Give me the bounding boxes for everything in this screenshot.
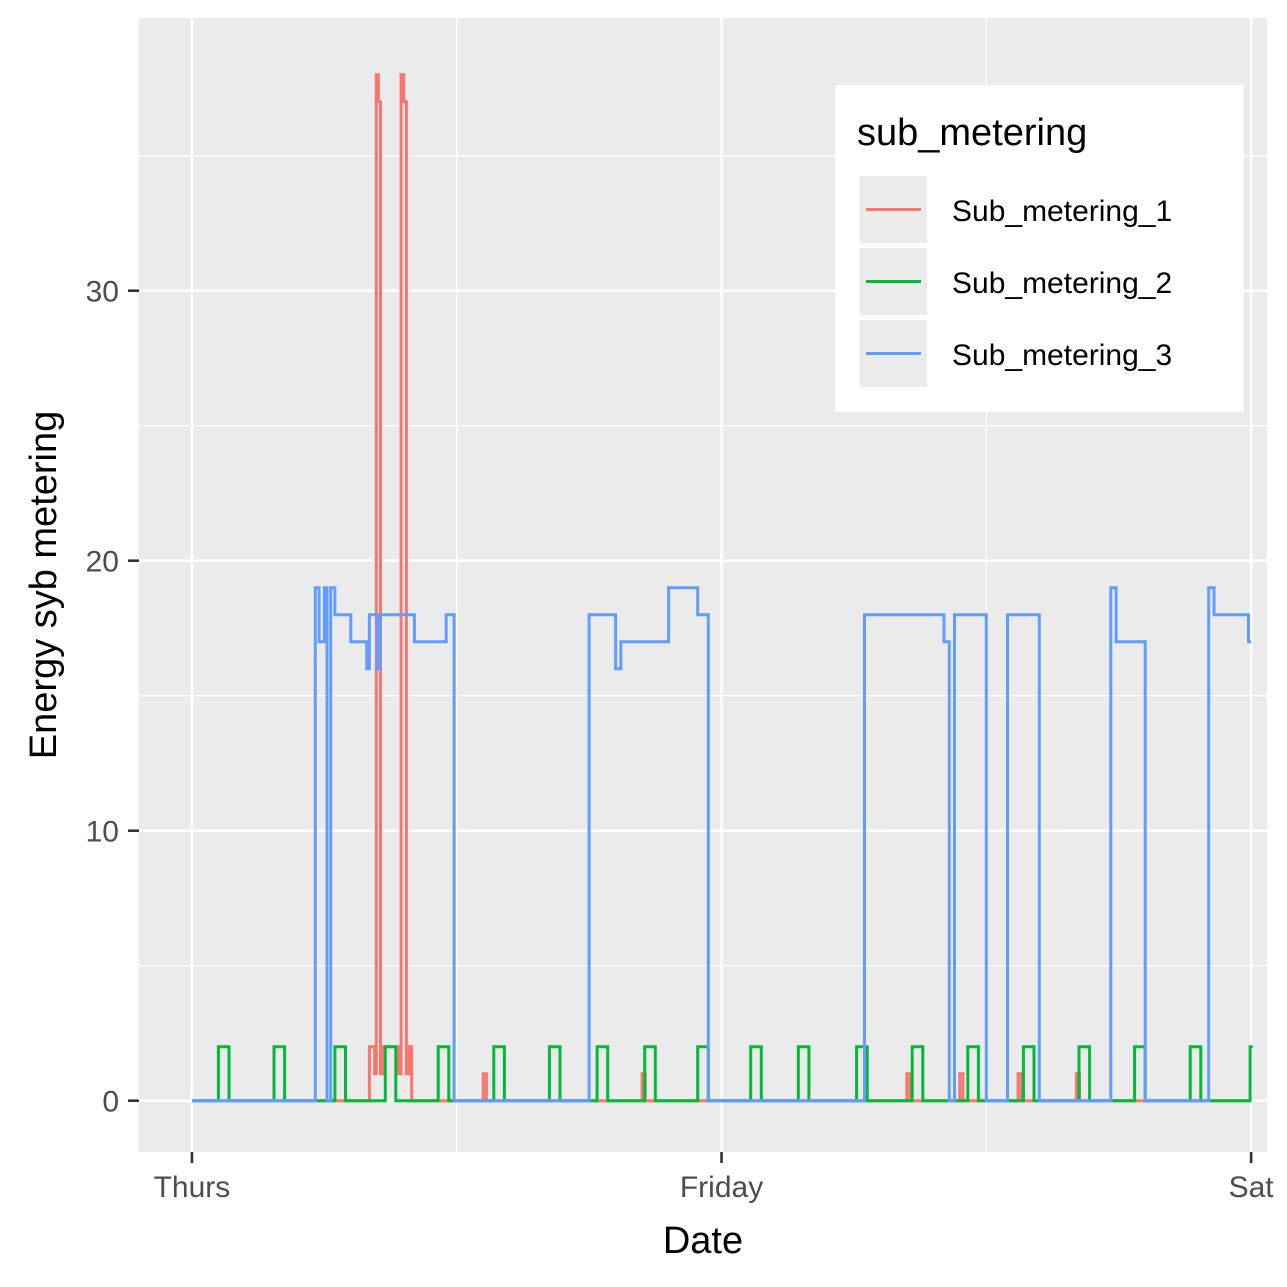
series-layer: [192, 73, 1253, 1103]
legend-label: Sub_metering_1: [952, 195, 1172, 228]
x-tick-label: Thurs: [154, 1171, 231, 1204]
y-tick-label: 10: [86, 816, 119, 849]
legend-title: sub_metering: [857, 112, 1087, 154]
x-tick-label: Friday: [680, 1171, 763, 1204]
major-gridlines: [139, 18, 1267, 1152]
legend-label: Sub_metering_2: [952, 267, 1172, 300]
x-axis: Thurs Friday Sat: [154, 1152, 1275, 1204]
y-tick-label: 30: [86, 276, 119, 309]
x-tick-label: Sat: [1229, 1171, 1275, 1204]
y-tick-label: 20: [86, 546, 119, 579]
y-axis: 0 10 20 30: [86, 276, 139, 1119]
legend: sub_metering Sub_metering_1Sub_metering_…: [835, 85, 1244, 412]
legend-label: Sub_metering_3: [952, 339, 1172, 372]
legend-items: Sub_metering_1 Sub_metering_2 Sub_metering…: [860, 176, 1172, 387]
series-line-sub-metering-3: [192, 586, 1252, 1103]
x-axis-title: Date: [663, 1220, 743, 1262]
y-axis-title: Energy syb metering: [23, 411, 65, 760]
y-tick-label: 0: [102, 1086, 119, 1119]
